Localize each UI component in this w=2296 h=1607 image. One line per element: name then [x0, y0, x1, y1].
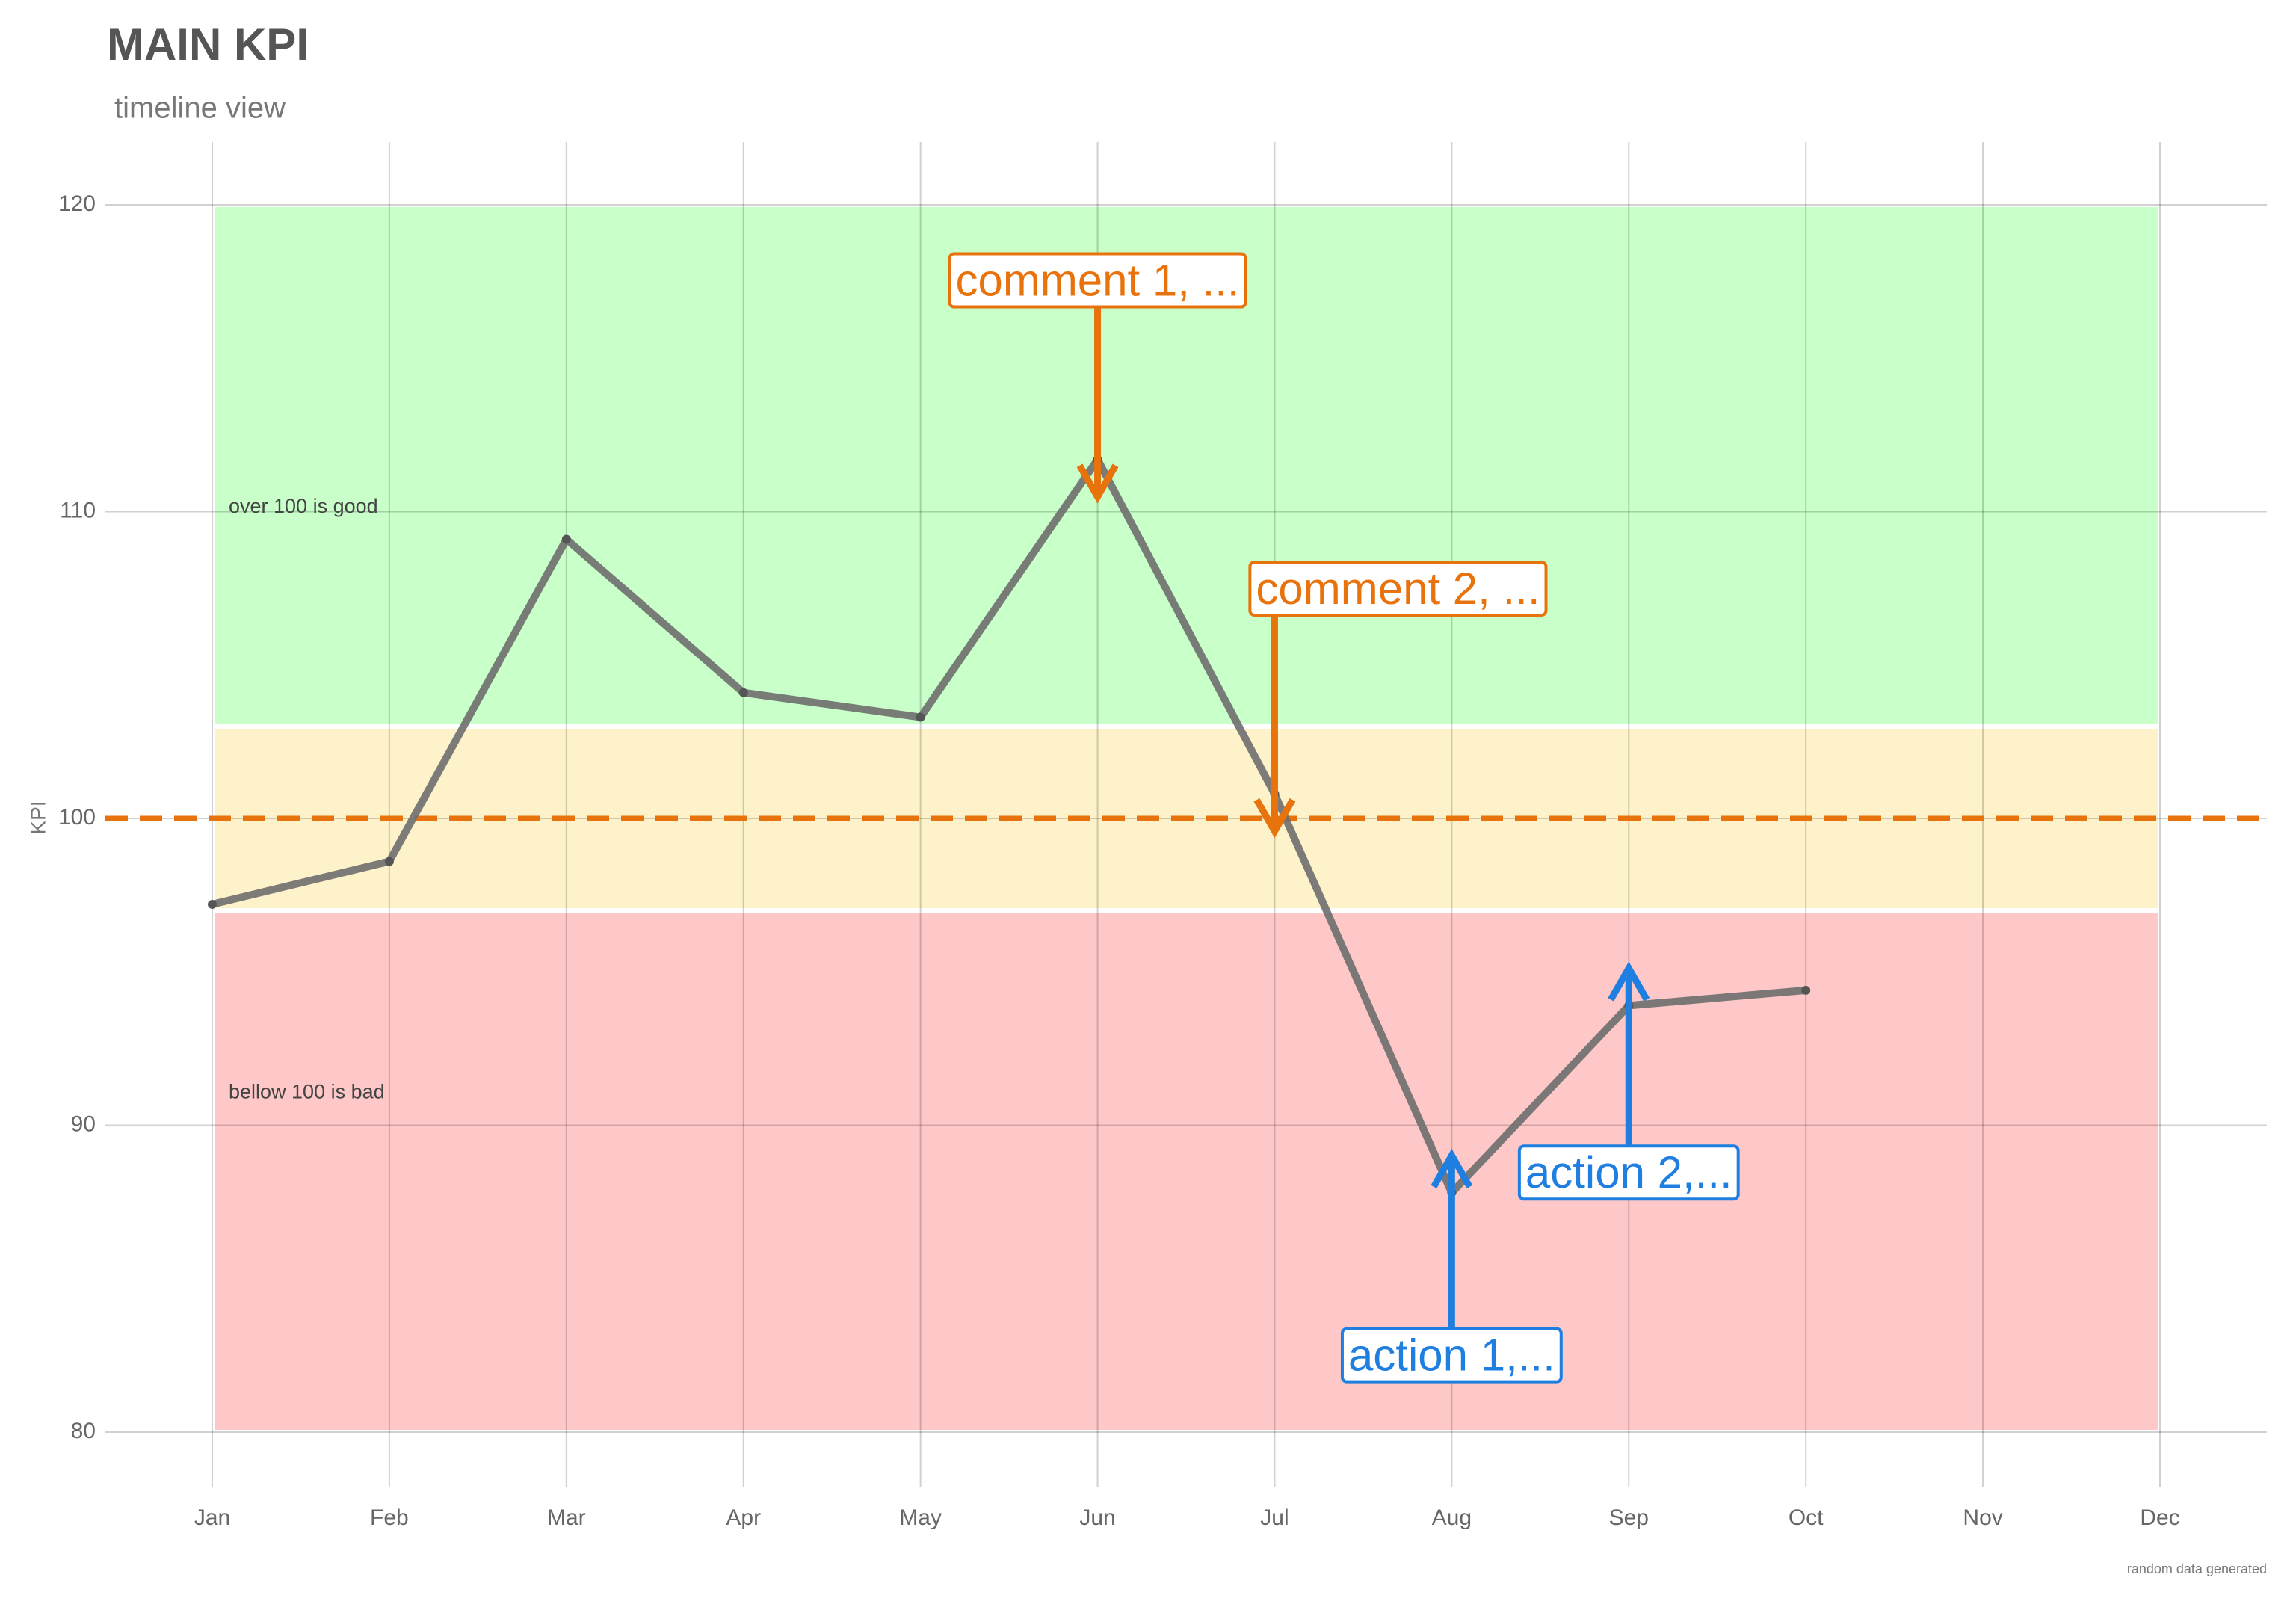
- caption: random data generated: [2127, 1561, 2267, 1576]
- x-tick-label: Sep: [1609, 1505, 1649, 1530]
- x-tick-label: Dec: [2140, 1505, 2179, 1530]
- x-tick-label: Jul: [1260, 1505, 1289, 1530]
- band: [210, 908, 2162, 1434]
- annotation: action 1,...: [1340, 1148, 1563, 1384]
- annotation-box: [1248, 561, 1548, 617]
- annotation-text: action 1,...: [1348, 1330, 1555, 1381]
- y-tick-label: 90: [71, 1111, 96, 1136]
- data-point: [1801, 985, 1811, 995]
- x-tick-label: May: [899, 1505, 942, 1530]
- annotation-arrowhead: [1431, 1148, 1473, 1189]
- y-axis-label: KPI: [26, 801, 49, 834]
- x-tick-label: Nov: [1963, 1505, 2002, 1530]
- chart-subtitle: timeline view: [114, 92, 286, 125]
- annotation-text: comment 2, ...: [1256, 564, 1540, 614]
- annotation-arrowhead: [1253, 798, 1296, 839]
- data-point: [738, 688, 748, 697]
- x-tick-label: Oct: [1789, 1505, 1824, 1530]
- y-tick-label: 80: [71, 1419, 96, 1443]
- chart-title: MAIN KPI: [107, 19, 309, 70]
- x-tick-label: Jun: [1079, 1505, 1115, 1530]
- annotation: comment 2, ...: [1248, 561, 1548, 839]
- annotation-text: comment 1, ...: [955, 256, 1239, 306]
- annotation: comment 1, ...: [948, 252, 1247, 504]
- x-tick-label: Aug: [1432, 1505, 1472, 1530]
- band-label: bellow 100 is bad: [229, 1081, 385, 1103]
- annotation-arrowhead: [1608, 961, 1650, 1002]
- band-label: over 100 is good: [229, 495, 378, 517]
- y-tick-label: 100: [58, 805, 96, 830]
- data-point: [384, 857, 394, 866]
- y-tick-label: 110: [60, 498, 96, 522]
- annotation-arrowhead: [1076, 463, 1119, 504]
- annotation-text: action 2,...: [1525, 1147, 1732, 1197]
- annotation: action 2,...: [1517, 961, 1740, 1201]
- y-tick-label: 120: [58, 191, 96, 216]
- data-point: [561, 534, 571, 544]
- x-tick-label: Mar: [547, 1505, 586, 1530]
- x-tick-label: Apr: [726, 1505, 761, 1530]
- data-point: [208, 899, 217, 909]
- x-tick-label: Jan: [194, 1505, 230, 1530]
- kpi-line: [211, 455, 1806, 1197]
- x-tick-label: Feb: [370, 1505, 409, 1530]
- data-point: [916, 712, 925, 722]
